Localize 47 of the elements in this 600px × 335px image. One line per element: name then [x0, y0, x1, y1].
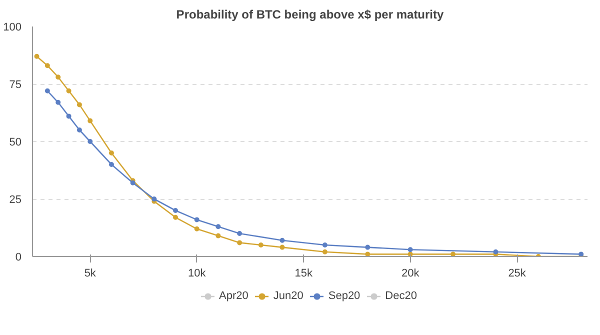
- x-tick-label: 15k: [294, 268, 313, 280]
- point: [258, 242, 264, 248]
- point: [237, 231, 242, 236]
- point: [365, 244, 370, 250]
- point: [280, 238, 285, 243]
- x-tick-label: 20k: [401, 268, 420, 280]
- y-tick-label: 75: [9, 79, 22, 91]
- legend-label: Dec20: [385, 290, 417, 302]
- point: [216, 233, 221, 238]
- point: [280, 244, 285, 250]
- point: [194, 226, 200, 232]
- point: [322, 249, 328, 254]
- point: [34, 54, 40, 59]
- x-tick-label: 25k: [508, 268, 526, 280]
- y-tick-label: 25: [9, 194, 22, 206]
- y-tick-label: 50: [9, 136, 22, 148]
- point: [450, 252, 456, 256]
- x-tick-label: 5k: [84, 268, 96, 280]
- point: [108, 150, 114, 156]
- point: [76, 102, 82, 108]
- point: [173, 214, 178, 220]
- point: [66, 88, 72, 94]
- y-tick-label: 100: [3, 22, 22, 34]
- x-tick-label: 10k: [188, 268, 206, 280]
- point: [173, 208, 178, 213]
- legend-label: Sep20: [328, 290, 360, 302]
- y-tick-label: 0: [15, 252, 22, 264]
- point: [56, 74, 61, 80]
- point: [44, 63, 50, 68]
- point: [493, 249, 498, 254]
- point: [365, 252, 370, 256]
- chart-title: Probability of BTC being above x$ per maturity: [176, 8, 444, 22]
- point: [66, 114, 72, 119]
- point: [194, 217, 200, 222]
- point: [44, 88, 50, 94]
- point: [237, 240, 242, 246]
- point: [408, 247, 413, 252]
- point: [322, 242, 328, 248]
- point: [56, 100, 61, 105]
- point: [216, 224, 221, 230]
- legend-label: Apr20: [219, 290, 248, 302]
- point: [76, 128, 82, 132]
- point: [88, 139, 93, 144]
- point: [108, 162, 114, 167]
- point: [88, 118, 93, 124]
- legend-label: Jun20: [273, 290, 304, 302]
- point: [152, 196, 157, 202]
